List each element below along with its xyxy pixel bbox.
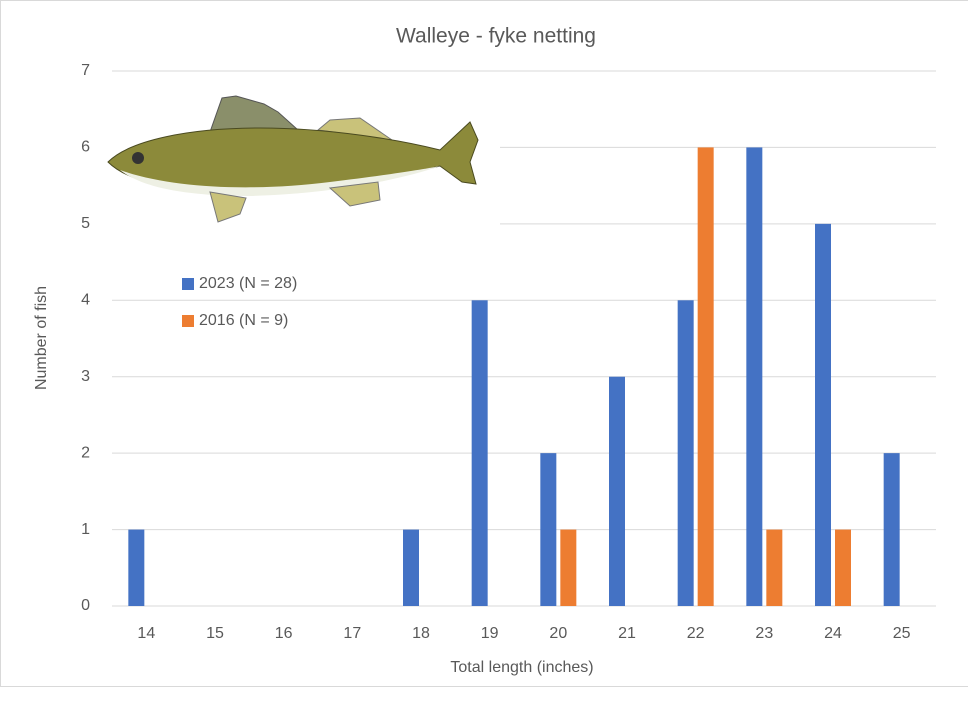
chart-title: Walleye - fyke netting	[396, 25, 596, 48]
bar	[128, 529, 145, 606]
y-tick-label: 3	[81, 368, 90, 385]
x-tick-label: 22	[687, 625, 705, 642]
x-tick-label: 16	[275, 625, 293, 642]
bar	[471, 300, 488, 606]
y-axis-title: Number of fish	[33, 286, 50, 390]
bar	[540, 453, 557, 606]
y-tick-label: 0	[81, 597, 90, 614]
bar	[697, 147, 714, 606]
bar	[835, 529, 851, 606]
y-tick-label: 2	[81, 444, 90, 461]
x-tick-label: 23	[755, 625, 773, 642]
bar	[883, 453, 900, 606]
y-tick-label: 7	[81, 62, 90, 79]
y-tick-label: 1	[81, 521, 90, 538]
fish-eye	[132, 152, 144, 164]
x-tick-label: 14	[137, 625, 155, 642]
bar	[746, 147, 763, 606]
x-axis-title: Total length (inches)	[450, 659, 593, 676]
bar	[609, 376, 625, 606]
legend-label: 2016 (N = 9)	[199, 312, 288, 329]
legend-swatch	[182, 278, 194, 290]
bar	[403, 529, 419, 606]
bar	[815, 223, 831, 606]
y-tick-label: 6	[81, 139, 90, 156]
x-tick-label: 20	[549, 625, 567, 642]
anal-fin	[328, 181, 381, 207]
fish-belly	[120, 166, 440, 196]
x-tick-label: 25	[893, 625, 911, 642]
x-tick-label: 24	[824, 625, 842, 642]
legend-label: 2023 (N = 28)	[199, 275, 297, 292]
y-tick-label: 5	[81, 215, 90, 232]
dorsal-fin	[209, 95, 300, 133]
bar	[766, 529, 783, 606]
y-tick-label: 4	[81, 292, 90, 309]
bar	[560, 529, 577, 606]
pelvic-fin	[209, 191, 247, 223]
x-tick-label: 18	[412, 625, 430, 642]
x-tick-label: 19	[481, 625, 499, 642]
bar	[677, 300, 694, 606]
x-tick-label: 21	[618, 625, 636, 642]
x-tick-label: 17	[343, 625, 361, 642]
x-tick-label: 15	[206, 625, 224, 642]
legend-swatch	[182, 315, 194, 327]
fish-illustration	[100, 88, 500, 234]
